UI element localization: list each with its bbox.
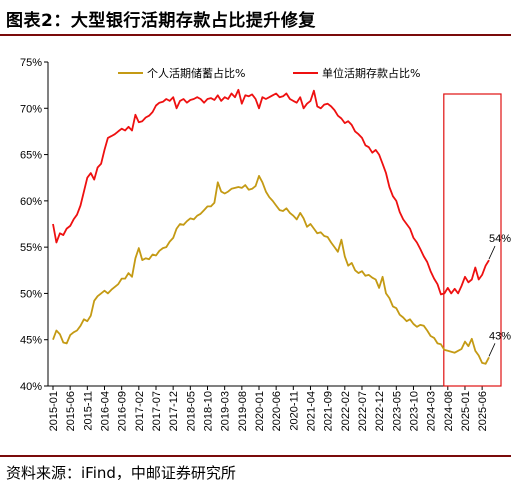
legend-label-corporate: 单位活期存款占比% (322, 66, 420, 80)
x-tick-label: 2016-09 (117, 391, 129, 431)
x-tick-label: 2020-06 (271, 391, 283, 431)
x-tick-label: 2024-08 (443, 391, 455, 431)
series-line-corporate (52, 88, 490, 296)
y-tick-label: 55% (20, 242, 42, 254)
x-tick-label: 2021-04 (305, 391, 317, 431)
x-tick-label: 2017-02 (134, 391, 146, 431)
x-tick-label: 2024-03 (426, 391, 438, 431)
x-tick-label: 2019-08 (237, 391, 249, 431)
x-tick-label: 2018-05 (185, 391, 197, 431)
legend-label-personal: 个人活期储蓄占比% (147, 66, 245, 80)
y-tick-label: 70% (20, 103, 42, 115)
x-tick-label: 2017-12 (168, 391, 180, 431)
x-tick-label: 2020-01 (254, 391, 266, 431)
data-label-corporate: 54% (489, 233, 511, 245)
x-tick-label: 2021-09 (323, 391, 335, 431)
x-tick-label: 2015-06 (65, 391, 77, 431)
series-line-personal (52, 175, 490, 365)
x-tick-label: 2020-11 (288, 391, 300, 431)
axes: 40% 45% 50% 55% 60% 65% 70% 75% 2015-01 2015-06 20… (20, 57, 494, 431)
y-tick-label: 45% (20, 335, 42, 347)
x-tick-label: 2022-02 (340, 391, 352, 431)
y-tick-label: 60% (20, 196, 42, 208)
series-layer (52, 88, 490, 365)
y-tick-label: 65% (20, 150, 42, 162)
y-tick-label: 75% (20, 57, 42, 69)
x-tick-label: 2023-10 (408, 391, 420, 431)
data-label-leader-personal (488, 343, 496, 357)
data-label-leader-corporate (488, 245, 496, 260)
x-tick-label: 2025-06 (477, 391, 489, 431)
legend: 个人活期储蓄占比% 单位活期存款占比% (118, 66, 420, 80)
x-tick-label: 2015-01 (48, 391, 60, 431)
x-tick-label: 2015-11 (82, 391, 94, 431)
x-tick-label: 2018-10 (202, 391, 214, 431)
x-tick-label: 2019-03 (220, 391, 232, 431)
highlight-box (443, 93, 502, 387)
x-tick-label: 2017-07 (151, 391, 163, 431)
data-label-layer: 54% 43% (488, 233, 511, 357)
bottom-rule (0, 455, 511, 457)
x-tick-label: 2025-01 (460, 391, 472, 431)
y-tick-label: 40% (20, 381, 42, 393)
x-tick-label: 2022-12 (374, 391, 386, 431)
x-tick-label: 2023-05 (391, 391, 403, 431)
source-note: 资料来源：iFind，中邮证券研究所 (6, 464, 236, 482)
y-tick-label: 50% (20, 288, 42, 300)
x-tick-label: 2016-04 (99, 391, 111, 431)
chart-title: 图表2：大型银行活期存款占比提升修复 (6, 11, 316, 31)
highlight-layer (443, 93, 502, 387)
x-tick-label: 2022-07 (357, 391, 369, 431)
top-rule (0, 34, 511, 36)
data-label-personal: 43% (489, 330, 511, 342)
